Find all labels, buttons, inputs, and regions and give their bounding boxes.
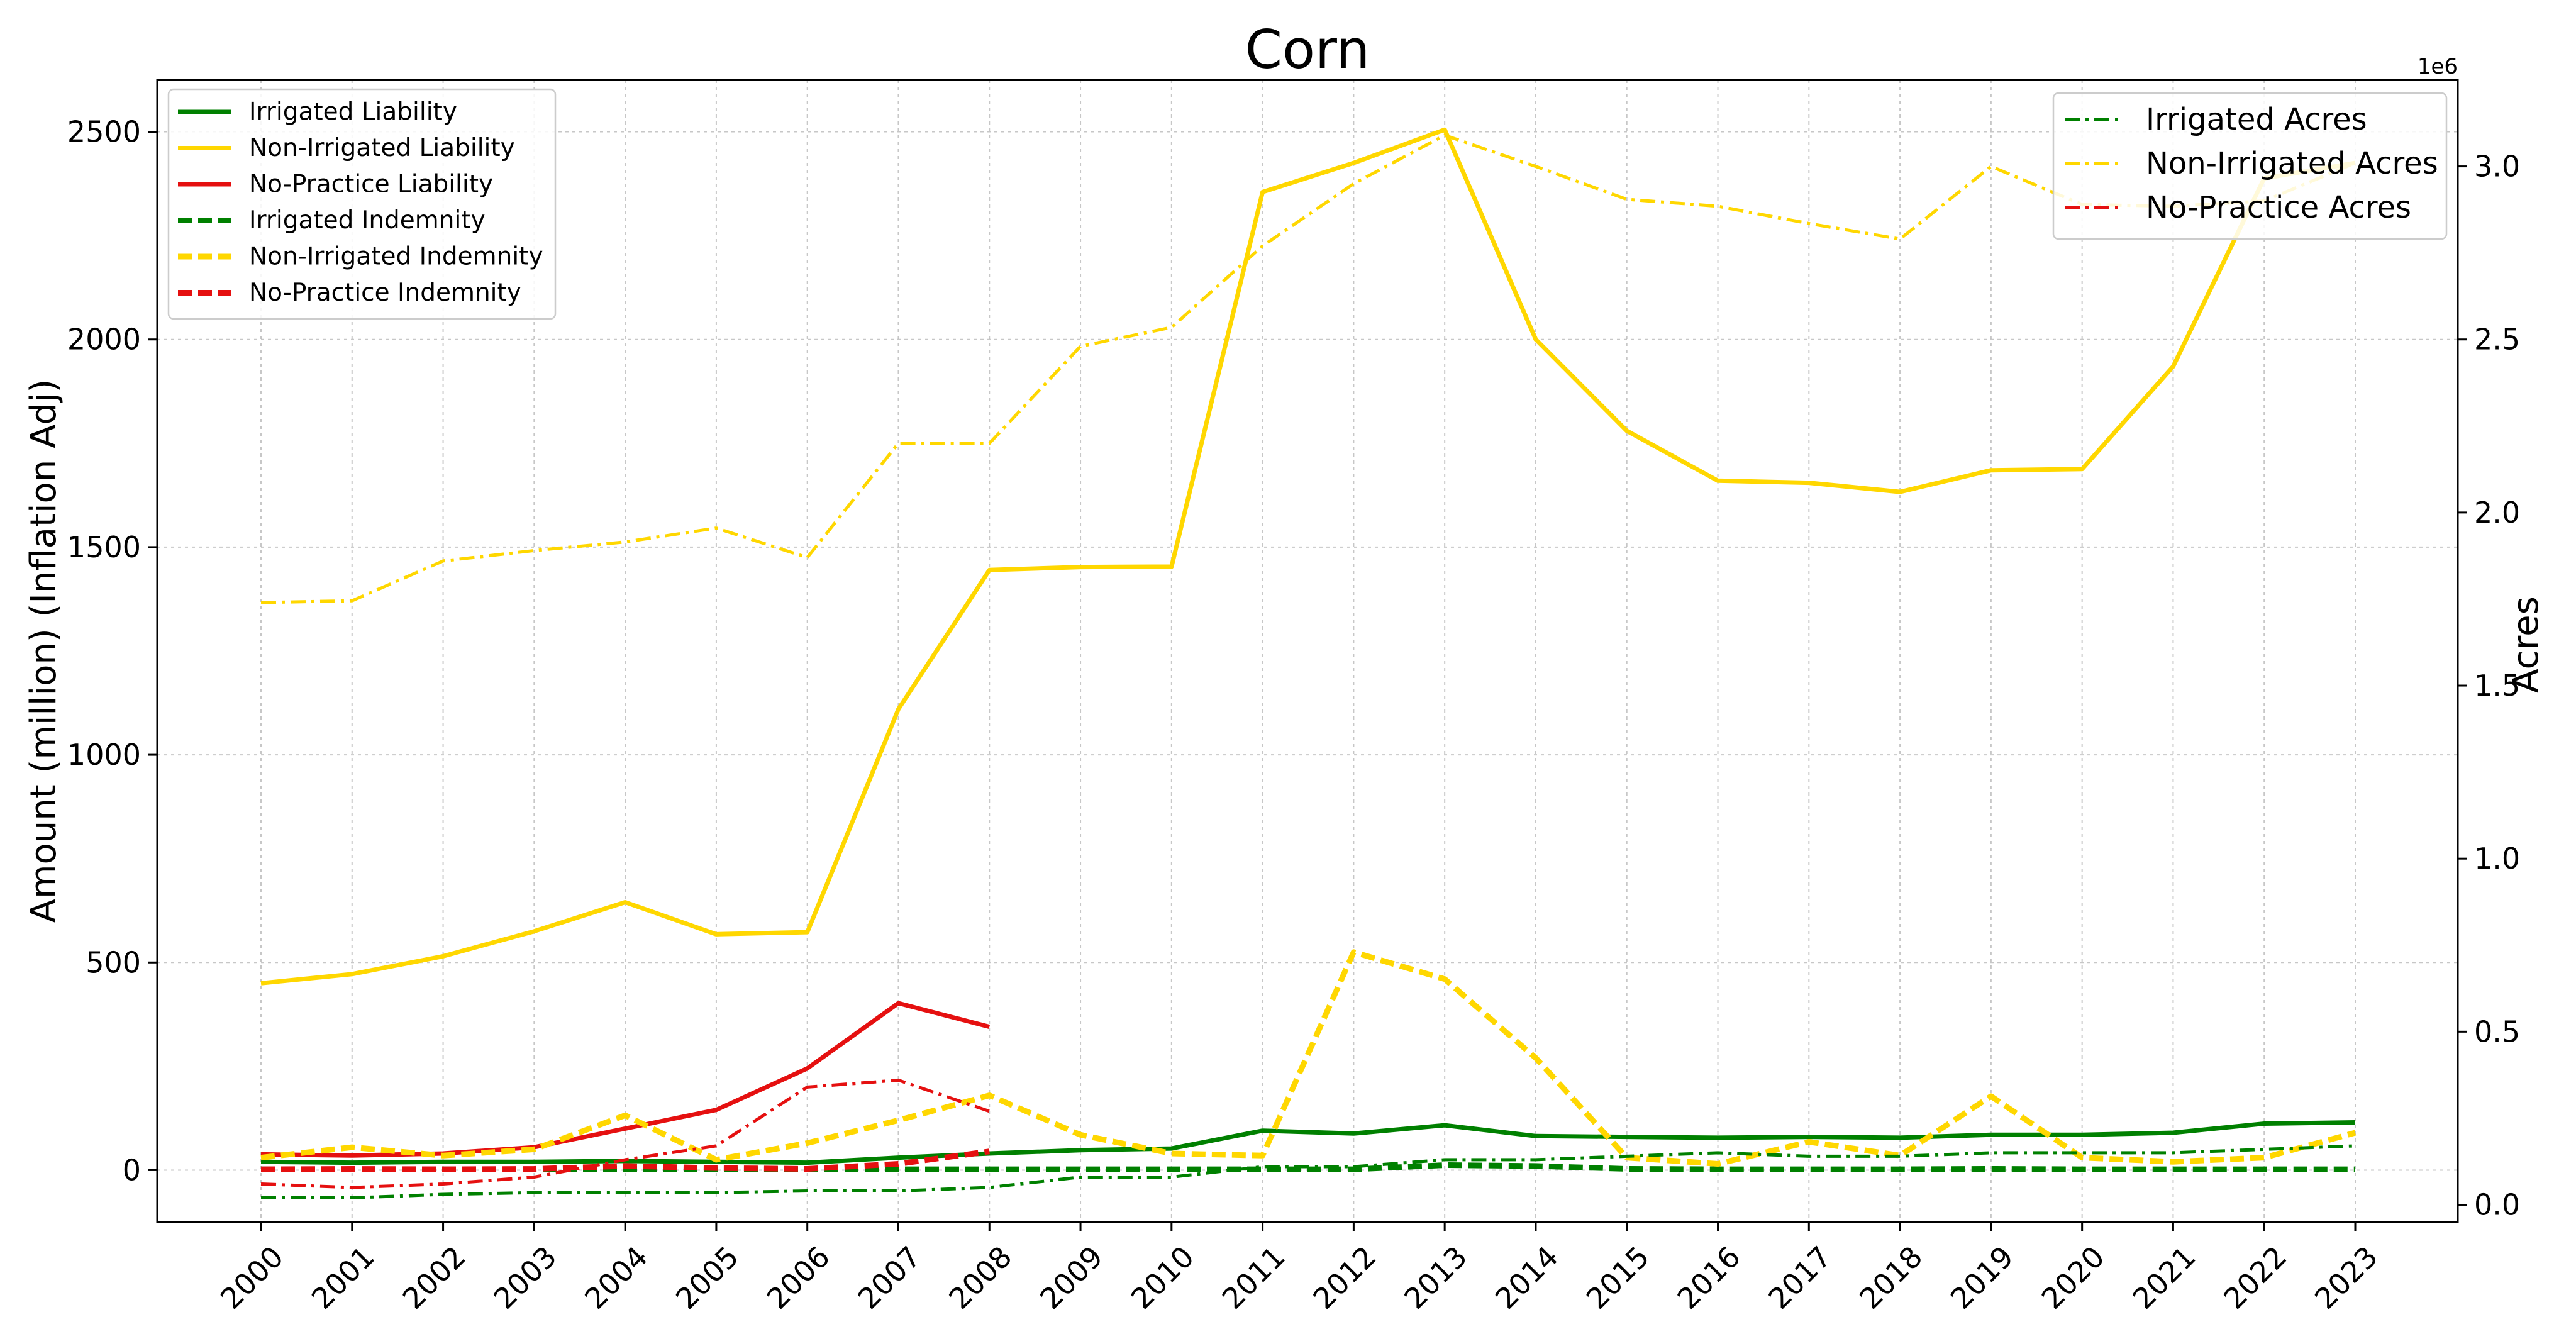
- y-tick-label: 500: [86, 945, 141, 979]
- y-tick-label: 1000: [67, 738, 141, 772]
- series-line-non-irrigated-indemnity: [260, 949, 2357, 1167]
- y2-tick-label: 2.5: [2474, 323, 2520, 357]
- legend-right-frame: [2052, 92, 2448, 240]
- y-tick-label: 2500: [67, 115, 141, 149]
- y2-tick-label: 0.0: [2474, 1187, 2520, 1221]
- series-line-irrigated-acres: [261, 1144, 2356, 1199]
- series-line-non-irrigated-liability: [260, 127, 2356, 986]
- series-line-irrigated-liability: [260, 1120, 2356, 1165]
- y2-tick-label: 3.0: [2474, 150, 2520, 184]
- y2-offset-text: 1e6: [2418, 54, 2458, 79]
- y-tick-label: 0: [123, 1153, 141, 1187]
- y2-tick-label: 2.0: [2474, 496, 2520, 530]
- chart-title: Corn: [1245, 19, 1370, 81]
- y2-axis-label: Acres: [2506, 596, 2546, 693]
- legend-left-frame: [167, 88, 557, 320]
- legend-label-non-irrigated-indemnity: Non-Irrigated Indemnity: [249, 243, 543, 271]
- right-axis: 0.0 0.5 1.0 1.5 2.0 2.5 3.0: [2458, 150, 2520, 1221]
- legend-label-no-practice-indemnity: No-Practice Indemnity: [249, 279, 521, 307]
- legend-label-irrigated-acres: Irrigated Acres: [2146, 102, 2367, 137]
- series-line-no-practice-acres: [260, 1078, 991, 1189]
- series-layer: [260, 127, 2357, 1199]
- legend-acres: Irrigated Acres Non-Irrigated Acres No-Pra…: [2052, 92, 2448, 240]
- series-line-non-irrigated-acres: [260, 133, 2356, 604]
- y2-tick-label: 0.5: [2474, 1014, 2520, 1048]
- y-tick-label: 2000: [67, 323, 141, 357]
- plot-frame: [156, 79, 2459, 1223]
- series-line-no-practice-indemnity: [260, 1148, 990, 1172]
- y-axis-label: Amount (million) (Inflation Adj): [23, 379, 64, 923]
- legend-label-irrigated-liability: Irrigated Liability: [249, 98, 457, 126]
- legend-label-non-irrigated-acres: Non-Irrigated Acres: [2146, 146, 2438, 181]
- legend-label-non-irrigated-liability: Non-Irrigated Liability: [249, 134, 515, 162]
- series-line-no-practice-liability: [260, 1001, 991, 1158]
- y2-tick-label: 1.0: [2474, 842, 2520, 875]
- y-tick-label: 1500: [67, 530, 141, 564]
- legend-label-no-practice-liability: No-Practice Liability: [249, 170, 493, 199]
- legend-liability-indemnity: Irrigated Liability Non-Irrigated Liabili…: [167, 88, 557, 320]
- legend-label-no-practice-acres: No-Practice Acres: [2146, 190, 2411, 225]
- y2-tick-label: 1.5: [2474, 669, 2520, 703]
- legend-label-irrigated-indemnity: Irrigated Indemnity: [249, 206, 486, 235]
- left-axis: 0 500 1000 1500 2000 2500: [67, 115, 157, 1187]
